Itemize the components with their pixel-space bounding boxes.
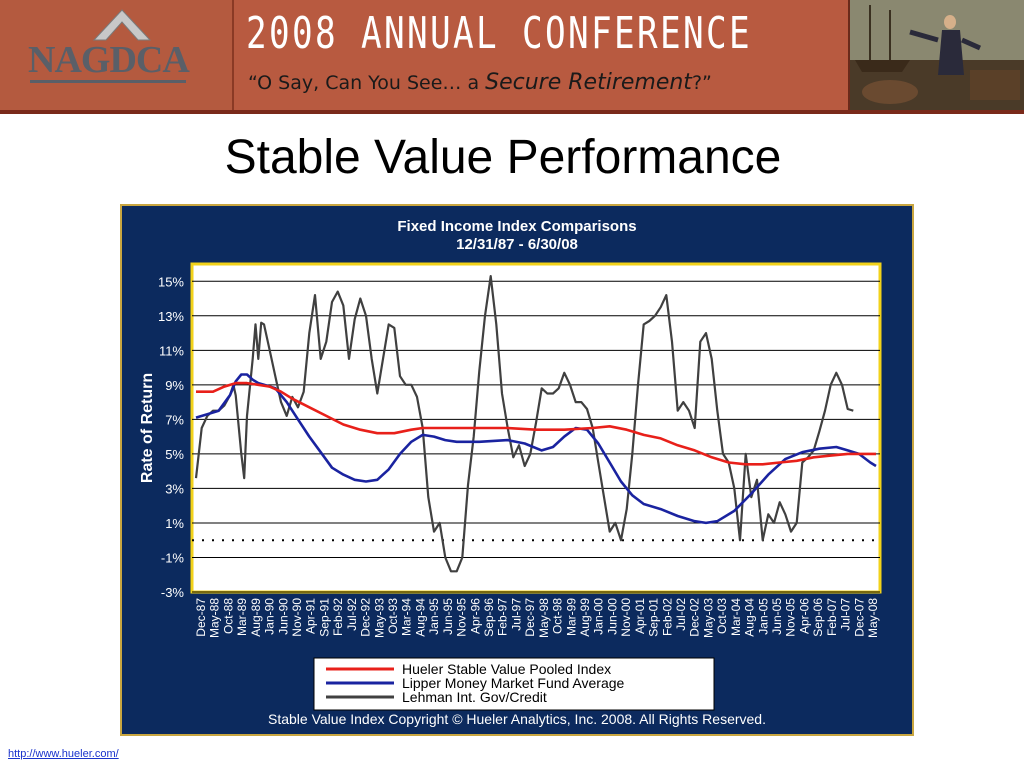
x-tick-label: Oct-03 <box>715 598 729 634</box>
x-tick-label: Nov-90 <box>290 598 304 637</box>
x-tick-label: Oct-93 <box>386 598 400 634</box>
y-tick-label: 7% <box>165 412 184 427</box>
x-tick-label: Sep-01 <box>647 598 661 637</box>
x-tick-label: Feb-97 <box>496 598 510 636</box>
x-tick-label: Jul-92 <box>345 598 359 631</box>
x-tick-label: Apr-06 <box>797 598 811 634</box>
x-tick-label: Mar-94 <box>400 598 414 636</box>
x-tick-label: Feb-92 <box>331 598 345 636</box>
x-tick-label: Dec-02 <box>688 598 702 637</box>
painting-scene-icon <box>850 0 1024 110</box>
page-title: Stable Value Performance <box>224 131 782 184</box>
y-tick-label: 3% <box>165 481 184 496</box>
x-tick-label: Aug-04 <box>743 598 757 637</box>
x-tick-label: Sep-06 <box>811 598 825 637</box>
chart-title: Fixed Income Index Comparisons <box>397 218 636 235</box>
x-tick-label: Dec-07 <box>852 598 866 637</box>
header-banner: NAGDCA 2008 Annual Conference “O Say, Ca… <box>0 0 1024 110</box>
hueler-link[interactable]: http://www.hueler.com/ <box>8 748 119 760</box>
y-tick-label: 11% <box>159 343 184 358</box>
header-divider <box>0 110 1024 114</box>
x-tick-label: Jan-90 <box>263 598 277 635</box>
x-tick-label: Oct-98 <box>551 598 565 634</box>
tagline-prefix: “O Say, Can You See… a <box>248 72 486 94</box>
nagdca-logo[interactable]: NAGDCA <box>0 0 234 110</box>
logo-text: NAGDCA <box>28 39 190 81</box>
legend-label: Lehman Int. Gov/Credit <box>402 689 547 705</box>
x-tick-label: Aug-99 <box>578 598 592 637</box>
x-tick-label: Mar-99 <box>564 598 578 636</box>
series-line-lehman <box>194 275 854 573</box>
conference-tagline: “O Say, Can You See… a Secure Retirement… <box>248 70 712 95</box>
chart-footnote: Stable Value Index Copyright © Hueler An… <box>268 711 766 727</box>
logo-roof-icon <box>92 9 152 41</box>
x-tick-label: Jan-00 <box>592 598 606 635</box>
x-tick-label: May-08 <box>866 598 880 638</box>
y-tick-label: 15% <box>158 274 184 289</box>
x-tick-label: Dec-97 <box>523 598 537 637</box>
tagline-emphasis: Secure Retirement <box>485 70 692 95</box>
x-tick-label: Dec-92 <box>359 598 373 637</box>
x-tick-label: May-88 <box>208 598 222 638</box>
y-tick-label: 1% <box>165 516 184 531</box>
x-tick-label: Feb-07 <box>825 598 839 636</box>
y-tick-label: -1% <box>161 550 185 565</box>
x-tick-label: Feb-02 <box>660 598 674 636</box>
x-tick-label: Mar-89 <box>235 598 249 636</box>
x-tick-label: Jul-07 <box>839 598 853 631</box>
chart-frame: Fixed Income Index Comparisons 12/31/87 -… <box>120 204 914 736</box>
header-painting <box>848 0 1024 110</box>
chart-subtitle: 12/31/87 - 6/30/08 <box>456 236 578 253</box>
y-tick-label: 9% <box>165 378 184 393</box>
x-tick-label: Mar-04 <box>729 598 743 636</box>
tagline-suffix: ?” <box>691 72 712 94</box>
x-tick-label: May-03 <box>701 598 715 638</box>
x-tick-label: Nov-00 <box>619 598 633 637</box>
x-tick-label: Jun-90 <box>276 598 290 635</box>
x-tick-label: Sep-91 <box>317 598 331 637</box>
x-tick-label: Jun-05 <box>770 598 784 635</box>
x-tick-label: Jun-95 <box>441 598 455 635</box>
series-line-hueler <box>196 381 876 466</box>
x-tick-label: May-98 <box>537 598 551 638</box>
y-tick-label: 13% <box>158 309 184 324</box>
y-axis-label: Rate of Return <box>139 373 156 483</box>
logo-underline <box>30 80 186 83</box>
y-tick-label: 5% <box>165 447 184 462</box>
y-tick-label: -3% <box>161 585 185 600</box>
x-tick-label: May-93 <box>372 598 386 638</box>
x-tick-label: Apr-91 <box>304 598 318 634</box>
x-tick-label: Sep-96 <box>482 598 496 637</box>
legend-label: Hueler Stable Value Pooled Index <box>402 661 611 677</box>
legend-label: Lipper Money Market Fund Average <box>402 675 625 691</box>
x-tick-label: Jan-95 <box>427 598 441 635</box>
x-tick-label: Nov-05 <box>784 598 798 637</box>
conference-title: 2008 Annual Conference <box>246 8 753 59</box>
x-tick-label: Apr-01 <box>633 598 647 634</box>
x-tick-label: Aug-94 <box>413 598 427 637</box>
x-tick-label: Jul-97 <box>509 598 523 631</box>
x-tick-label: Jan-05 <box>756 598 770 635</box>
x-tick-label: Apr-96 <box>468 598 482 634</box>
x-tick-label: Oct-88 <box>221 598 235 634</box>
x-tick-label: Nov-95 <box>455 598 469 637</box>
x-tick-label: Dec-87 <box>194 598 208 637</box>
x-tick-label: Aug-89 <box>249 598 263 637</box>
x-tick-label: Jul-02 <box>674 598 688 631</box>
x-tick-label: Jun-00 <box>605 598 619 635</box>
